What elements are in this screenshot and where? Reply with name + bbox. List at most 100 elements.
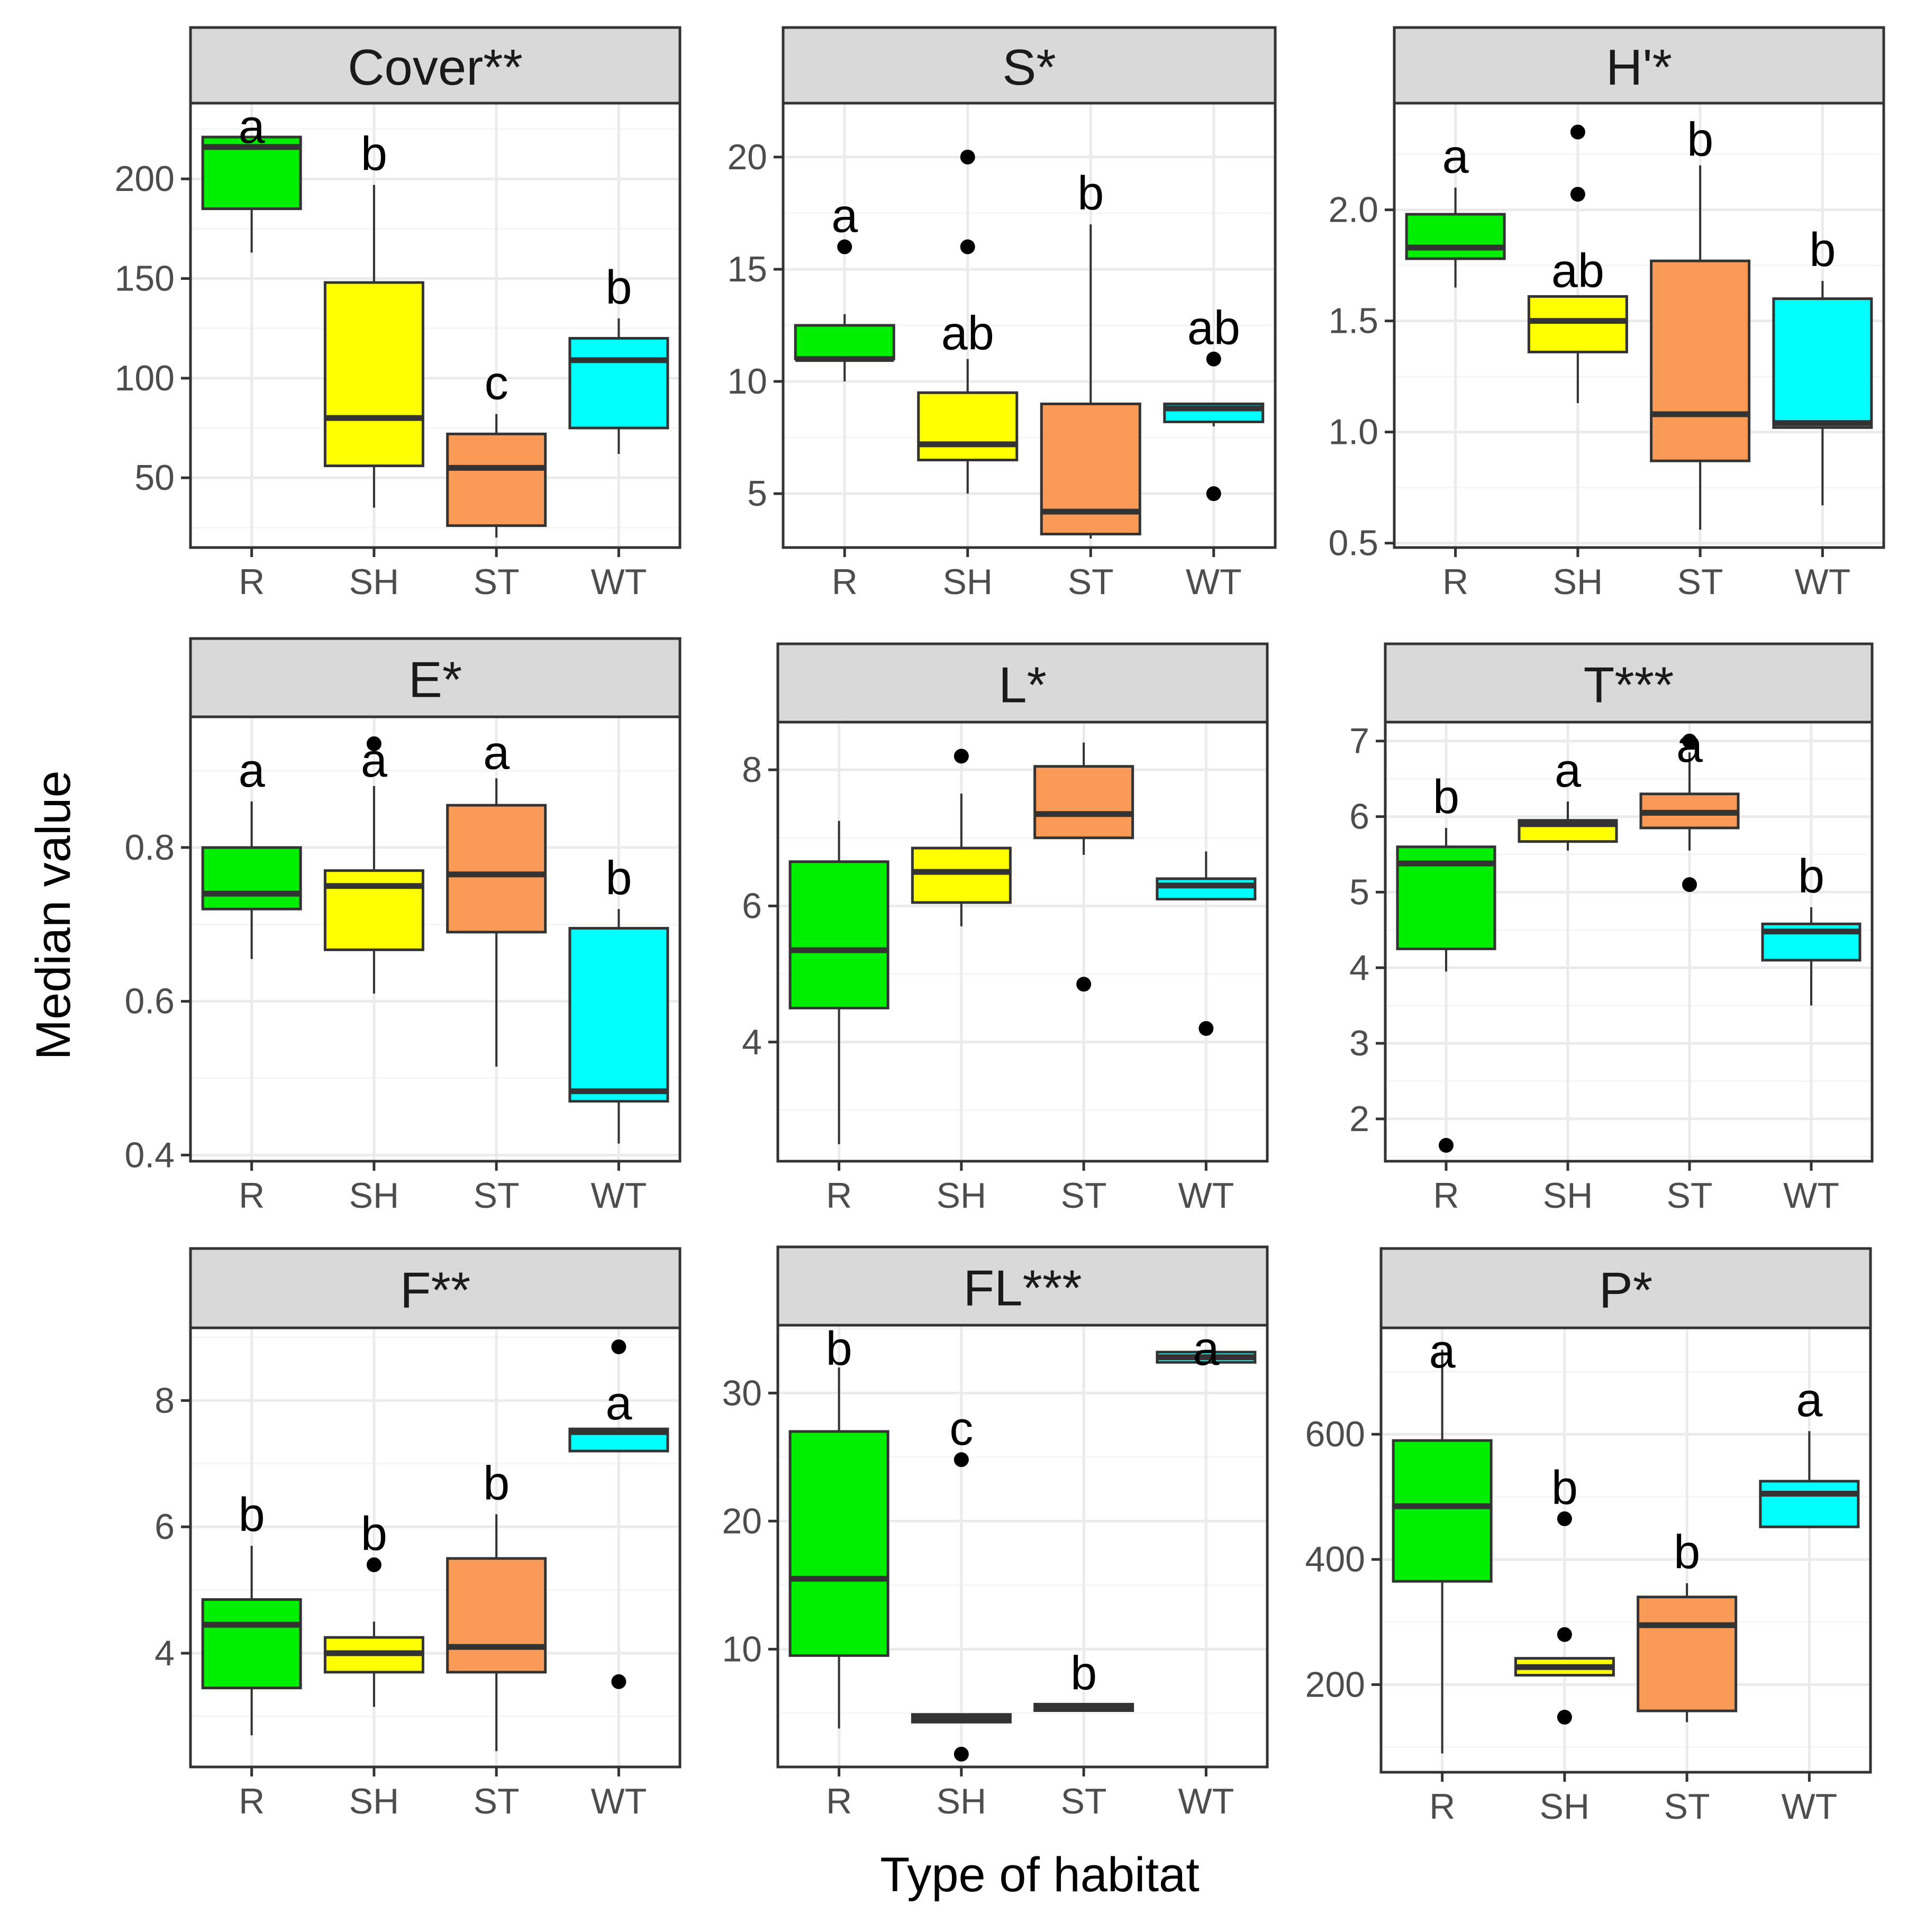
- x-tick-label: R: [826, 1175, 852, 1216]
- y-tick-label: 6: [1349, 797, 1369, 837]
- x-tick-label: ST: [474, 1781, 520, 1821]
- y-tick-label: 600: [1305, 1414, 1365, 1454]
- box-r: b: [1396, 771, 1496, 1153]
- x-tick-label: R: [239, 562, 265, 602]
- x-tick-label: SH: [349, 1781, 399, 1821]
- significance-letter: b: [1551, 1462, 1578, 1515]
- strip-title: P*: [1599, 1262, 1652, 1319]
- outlier-point: [960, 149, 975, 165]
- strip-header: [782, 26, 1277, 105]
- box-sh: [911, 749, 1012, 927]
- significance-letter: b: [1433, 771, 1459, 824]
- y-tick-label: 20: [727, 137, 767, 177]
- facet-panel: a a a b E* 0.4 0.6 0.8 R SH ST WT: [124, 637, 682, 1216]
- x-tick-label: R: [826, 1781, 852, 1821]
- box-sh: b: [323, 127, 424, 508]
- box-wt: [1156, 851, 1257, 1036]
- box-body: [568, 336, 669, 430]
- box-sh: a: [323, 734, 424, 994]
- box-st: b: [1033, 1647, 1134, 1712]
- strip-header: [1384, 642, 1874, 724]
- box-st: c: [446, 357, 547, 538]
- box-st: a: [446, 726, 547, 1067]
- x-tick-label: WT: [1782, 1787, 1838, 1827]
- y-tick-label: 0.5: [1328, 523, 1378, 563]
- box-body: [1033, 765, 1134, 840]
- significance-letter: c: [949, 1402, 973, 1455]
- y-tick-label: 0.4: [124, 1135, 175, 1175]
- x-tick-label: R: [1429, 1787, 1455, 1827]
- outlier-point: [1570, 124, 1585, 140]
- strip-header: [189, 26, 682, 105]
- significance-letter: a: [361, 734, 388, 787]
- y-tick-label: 0.8: [124, 827, 175, 868]
- significance-letter: ab: [1187, 302, 1240, 355]
- outlier-point: [1439, 1138, 1454, 1153]
- significance-letter: b: [605, 852, 632, 905]
- box-r: a: [201, 101, 302, 253]
- box-body: [568, 927, 669, 1103]
- facet-panel: b b b a F** 4 6 8 R SH ST WT: [155, 1247, 682, 1821]
- x-tick-label: R: [1433, 1175, 1459, 1216]
- strip-title: FL***: [963, 1260, 1082, 1317]
- facet-panel: a b b a P* 200 400 600 R SH ST WT: [1305, 1247, 1872, 1827]
- box-body: [323, 281, 424, 468]
- box-body: [1405, 213, 1506, 260]
- box-body: [1650, 259, 1751, 462]
- outlier-point: [954, 1746, 969, 1762]
- box-wt: a: [1156, 1323, 1257, 1375]
- box-body: [1637, 1596, 1738, 1712]
- significance-letter: b: [826, 1323, 852, 1375]
- significance-letter: b: [1809, 224, 1836, 277]
- x-tick-label: SH: [1540, 1787, 1590, 1827]
- x-tick-label: SH: [937, 1781, 986, 1821]
- y-tick-label: 8: [155, 1380, 175, 1420]
- y-tick-label: 200: [115, 159, 175, 199]
- box-wt: a: [1759, 1374, 1860, 1528]
- box-body: [1156, 877, 1257, 901]
- box-r: a: [1405, 131, 1506, 288]
- outlier-point: [1570, 187, 1585, 202]
- box-body: [323, 869, 424, 951]
- outlier-point: [1206, 486, 1221, 502]
- box-r: a: [201, 744, 302, 959]
- outlier-point: [960, 239, 975, 254]
- significance-letter: b: [239, 1489, 265, 1542]
- y-tick-label: 30: [722, 1373, 762, 1413]
- x-tick-label: WT: [1178, 1175, 1234, 1216]
- x-tick-label: WT: [1178, 1781, 1234, 1821]
- box-body: [788, 1430, 889, 1657]
- box-wt: a: [568, 1339, 669, 1689]
- box-body: [1392, 1439, 1493, 1583]
- x-tick-label: ST: [1061, 1781, 1107, 1821]
- box-wt: b: [1772, 224, 1873, 506]
- box-body: [1527, 295, 1628, 353]
- y-tick-label: 7: [1349, 721, 1369, 761]
- facet-panel: a ab b ab S* 5 10 15 20 R SH ST WT: [727, 26, 1277, 602]
- y-tick-label: 6: [742, 886, 762, 926]
- outlier-point: [366, 736, 382, 751]
- x-tick-label: ST: [1068, 562, 1114, 602]
- x-tick-label: SH: [349, 562, 399, 602]
- box-body: [1759, 1480, 1860, 1528]
- box-sh: ab: [1527, 124, 1628, 403]
- box-sh: b: [323, 1508, 424, 1707]
- x-tick-label: WT: [591, 1781, 647, 1821]
- strip-title: S*: [1002, 39, 1056, 96]
- significance-letter: b: [1077, 167, 1104, 220]
- outlier-point: [1557, 1709, 1572, 1725]
- x-tick-label: R: [1442, 562, 1468, 602]
- strip-header: [776, 1245, 1269, 1327]
- x-tick-label: ST: [1667, 1175, 1713, 1216]
- x-tick-label: WT: [591, 1175, 647, 1216]
- significance-letter: a: [1555, 744, 1582, 797]
- outlier-point: [1682, 877, 1697, 892]
- box-sh: b: [1514, 1462, 1615, 1725]
- strip-title: H'*: [1606, 39, 1672, 96]
- x-tick-label: ST: [1677, 562, 1723, 602]
- significance-letter: b: [361, 127, 387, 180]
- box-wt: b: [568, 261, 669, 454]
- outlier-point: [1557, 1511, 1572, 1526]
